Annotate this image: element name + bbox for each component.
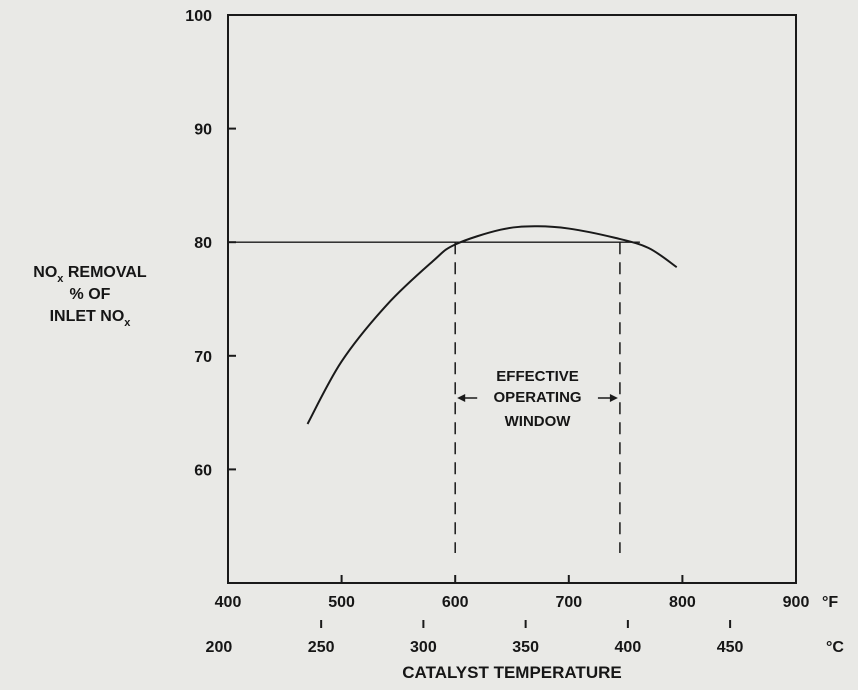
y-axis-ticks: 60 70 80 90 100	[185, 8, 236, 479]
y-axis-label-line: % OF	[70, 286, 111, 303]
window-label-line: WINDOW	[505, 413, 572, 430]
x-tick-label-f: 800	[669, 594, 696, 611]
x-tick-label-f: 900	[783, 594, 810, 611]
y-axis-label-line: INLET NOx	[50, 308, 132, 329]
x-axis-label: CATALYST TEMPERATURE	[402, 663, 621, 682]
window-arrow-left-head	[457, 394, 466, 402]
x-tick-label-c: 200	[206, 639, 233, 656]
y-tick-label: 90	[194, 122, 212, 139]
y-tick-label: 60	[194, 462, 212, 479]
x-tick-label-c: 400	[615, 639, 642, 656]
x-tick-label-f: 500	[328, 594, 355, 611]
window-arrow-right-head	[609, 394, 618, 402]
x-axis-unit-fahrenheit: °F	[822, 594, 838, 611]
x-tick-label-f: 400	[215, 594, 242, 611]
window-label-line: OPERATING	[494, 389, 582, 406]
series-layer	[228, 225, 678, 425]
y-tick-label: 70	[194, 349, 212, 366]
series-line	[306, 225, 678, 425]
operating-window: EFFECTIVE OPERATING WINDOW	[454, 242, 621, 553]
x-tick-label-c: 250	[308, 639, 335, 656]
x-tick-label-c: 350	[512, 639, 539, 656]
y-tick-label: 100	[185, 8, 212, 25]
y-tick-label: 80	[194, 235, 212, 252]
y-axis-label: NOx REMOVAL% OF INLET NOx	[33, 264, 147, 329]
plot-frame	[227, 14, 797, 584]
x-tick-label-f: 600	[442, 594, 469, 611]
x-tick-label-f: 700	[555, 594, 582, 611]
y-axis-label-line: NOx REMOVAL	[33, 264, 147, 285]
window-label-line: EFFECTIVE	[496, 368, 579, 385]
x-tick-label-c: 450	[717, 639, 744, 656]
x-axis-ticks: 400 500 600 700 800 900 200 250 300 350 400 450	[206, 575, 810, 656]
x-tick-label-c: 300	[410, 639, 437, 656]
x-axis-unit-celsius: °C	[826, 639, 844, 656]
